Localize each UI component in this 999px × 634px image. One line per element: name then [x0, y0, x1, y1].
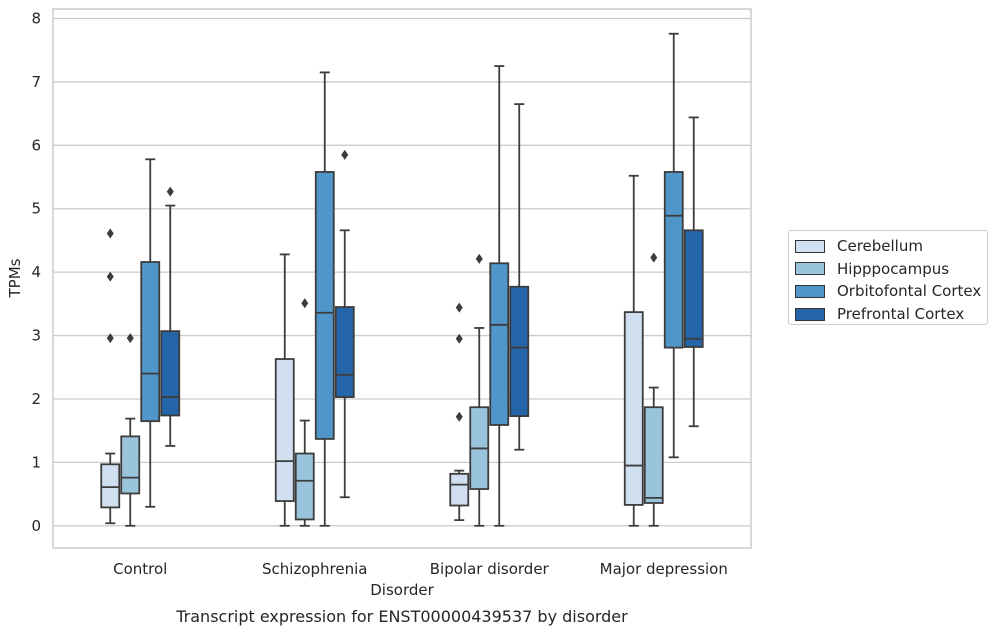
chart-title: Transcript expression for ENST0000043953…: [175, 607, 628, 626]
box-iqr: [274, 358, 295, 502]
outlier-point: [455, 411, 463, 422]
legend-item: Cerebellum: [795, 235, 987, 258]
x-axis-label: Disorder: [370, 581, 434, 599]
legend: Cerebellum Hipppocampus Orbitofontal Corte…: [788, 230, 988, 325]
box-iqr: [449, 472, 470, 507]
legend-swatch: [795, 284, 825, 298]
box-hipppocampus: [469, 253, 490, 527]
outlier-point: [475, 253, 483, 264]
box-iqr: [140, 261, 161, 423]
y-axis-label: TPMs: [6, 258, 24, 298]
outlier-point: [455, 333, 463, 344]
box-orbitofontal-cortex: [489, 65, 510, 527]
outlier-point: [166, 186, 174, 197]
legend-swatch: [795, 262, 825, 276]
outlier-point: [106, 228, 114, 239]
legend-item: Orbitofontal Cortex: [795, 280, 987, 303]
box-cerebellum: [100, 228, 121, 525]
box-iqr: [294, 452, 315, 521]
box-iqr: [120, 435, 141, 495]
box-cerebellum: [449, 302, 470, 521]
legend-label: Prefrontal Cortex: [837, 305, 965, 324]
box-hipppocampus: [120, 333, 141, 527]
y-tick-label: 1: [31, 453, 41, 471]
legend-item: Hipppocampus: [795, 258, 987, 281]
legend-label: Hipppocampus: [837, 259, 950, 278]
box-prefrontal-cortex: [334, 149, 355, 499]
x-tick-labels: Control Schizophrenia Bipolar disorder Majo…: [113, 560, 728, 578]
legend-swatch: [795, 239, 825, 253]
box-iqr: [623, 311, 644, 506]
box-hipppocampus: [643, 252, 664, 527]
outlier-point: [106, 333, 114, 344]
y-tick-label: 8: [31, 10, 41, 28]
outlier-point: [341, 149, 349, 160]
boxes-layer: [100, 32, 704, 527]
legend-label: Cerebellum: [837, 237, 923, 256]
y-tick-label: 0: [31, 517, 41, 535]
box-iqr: [314, 171, 335, 440]
outlier-point: [106, 271, 114, 282]
box-iqr: [334, 306, 355, 398]
y-tick-label: 3: [31, 327, 41, 345]
x-tick-label: Schizophrenia: [262, 560, 367, 578]
y-tick-label: 5: [31, 200, 41, 218]
box-iqr: [509, 285, 530, 418]
x-tick-label: Major depression: [600, 560, 728, 578]
box-cerebellum: [623, 174, 644, 527]
box-iqr: [663, 171, 684, 349]
x-tick-label: Control: [113, 560, 167, 578]
box-iqr: [643, 406, 664, 504]
box-prefrontal-cortex: [160, 186, 181, 447]
y-tick-label: 7: [31, 73, 41, 91]
box-orbitofontal-cortex: [140, 158, 161, 508]
x-tick-label: Bipolar disorder: [430, 560, 550, 578]
box-orbitofontal-cortex: [314, 71, 335, 527]
box-iqr: [683, 229, 704, 348]
box-prefrontal-cortex: [509, 103, 530, 451]
outlier-point: [126, 333, 134, 344]
legend-label: Orbitofontal Cortex: [837, 282, 982, 301]
box-iqr: [489, 262, 510, 426]
y-tick-label: 4: [31, 263, 41, 281]
legend-item: Prefrontal Cortex: [795, 303, 987, 326]
box-prefrontal-cortex: [683, 116, 704, 428]
box-iqr: [100, 463, 121, 509]
y-tick-label: 2: [31, 390, 41, 408]
y-tick-labels: 0 1 2 3 4 5 6 7 8: [31, 10, 41, 535]
box-iqr: [160, 330, 181, 417]
y-tick-label: 6: [31, 136, 41, 154]
box-hipppocampus: [294, 298, 315, 527]
outlier-point: [650, 252, 658, 263]
outlier-point: [301, 298, 309, 309]
box-orbitofontal-cortex: [663, 32, 684, 459]
outlier-point: [455, 302, 463, 313]
legend-swatch: [795, 307, 825, 321]
box-cerebellum: [274, 253, 295, 527]
